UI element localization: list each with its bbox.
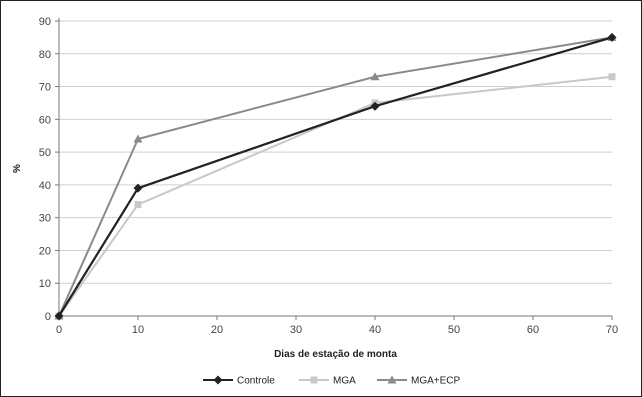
y-tick-label-40: 40 xyxy=(39,180,51,192)
y-tick-label-80: 80 xyxy=(39,49,51,61)
series-group xyxy=(54,32,617,321)
data-point-mga-10 xyxy=(134,201,142,209)
data-point-mga-ecp-40 xyxy=(370,72,380,81)
series-line-controle xyxy=(58,36,613,317)
series-line-mga xyxy=(58,75,613,317)
legend-marker-mga xyxy=(310,376,318,384)
y-tick-labels: 0 10 20 30 40 50 60 70 80 90 xyxy=(39,16,51,323)
legend-item-mga-ecp: MGA+ECP xyxy=(377,375,461,387)
x-tick-labels: 0 10 20 30 40 50 60 70 xyxy=(56,324,618,336)
series-mga-ecp xyxy=(54,32,617,320)
series-controle xyxy=(54,32,617,321)
legend-marker-mga-ecp xyxy=(387,375,397,384)
y-tick-label-0: 0 xyxy=(45,311,51,323)
legend-label-mga-ecp: MGA+ECP xyxy=(411,376,461,387)
y-tick-label-50: 50 xyxy=(39,147,51,159)
data-point-controle-40 xyxy=(370,101,380,111)
x-tick-label-20: 20 xyxy=(211,324,223,336)
x-tick-label-10: 10 xyxy=(132,324,144,336)
x-tick-label-40: 40 xyxy=(369,324,381,336)
axes xyxy=(55,18,613,320)
x-tick-label-60: 60 xyxy=(527,324,539,336)
y-tick-label-10: 10 xyxy=(39,278,51,290)
x-tick-label-30: 30 xyxy=(290,324,302,336)
y-tick-label-30: 30 xyxy=(39,213,51,225)
x-axis-title: Dias de estação de monta xyxy=(274,349,397,360)
legend-label-mga: MGA xyxy=(333,376,356,387)
legend: Controle MGA MGA+ECP xyxy=(203,375,461,387)
data-point-mga-ecp-10 xyxy=(133,134,143,143)
series-mga xyxy=(55,73,616,320)
y-tick-label-60: 60 xyxy=(39,114,51,126)
legend-item-controle: Controle xyxy=(203,375,275,387)
y-tick-label-20: 20 xyxy=(39,245,51,257)
grid-lines xyxy=(59,20,612,284)
x-tick-label-50: 50 xyxy=(448,324,460,336)
data-point-controle-70 xyxy=(607,32,617,42)
y-axis-title: % xyxy=(12,164,23,173)
data-point-controle-0 xyxy=(54,311,64,321)
x-tick-label-70: 70 xyxy=(606,324,618,336)
legend-marker-controle xyxy=(213,375,223,385)
x-tick-label-0: 0 xyxy=(56,324,62,336)
y-tick-label-70: 70 xyxy=(39,82,51,94)
data-point-controle-10 xyxy=(133,183,143,193)
legend-item-mga: MGA xyxy=(299,376,356,387)
legend-label-controle: Controle xyxy=(237,376,275,387)
y-tick-label-90: 90 xyxy=(39,16,51,28)
data-point-mga-70 xyxy=(608,73,616,81)
series-line-mga-ecp xyxy=(58,36,613,317)
